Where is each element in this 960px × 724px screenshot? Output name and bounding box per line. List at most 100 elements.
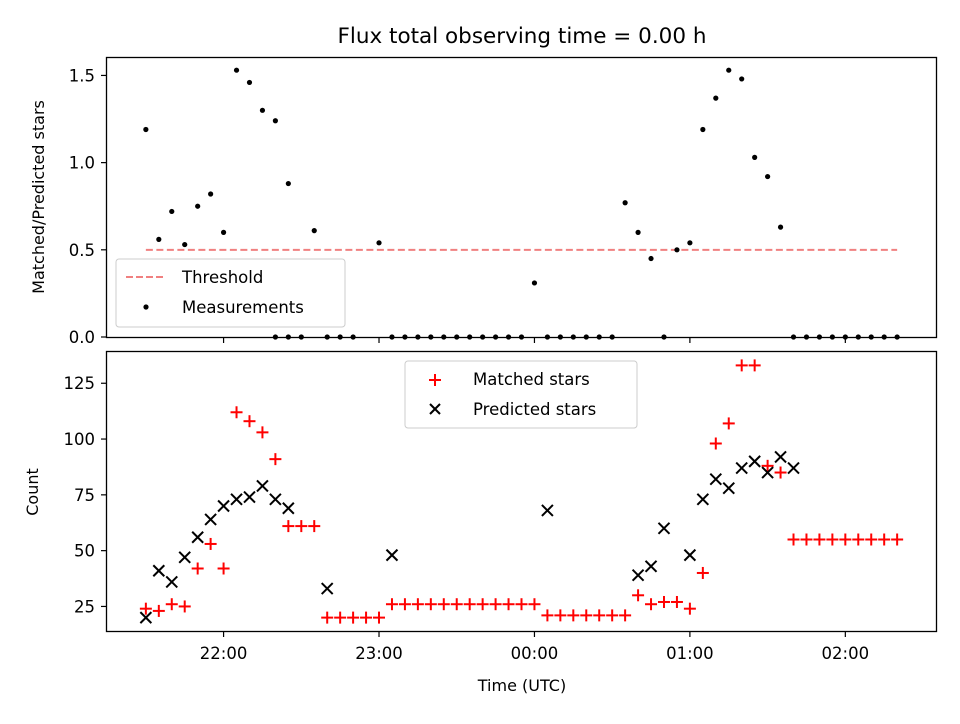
predicted-star-point xyxy=(385,548,399,562)
matched-star-point xyxy=(748,359,761,372)
legend-predicted-label: Predicted stars xyxy=(473,400,596,419)
predicted-star-point xyxy=(217,499,230,513)
x-tick-label: 02:00 xyxy=(822,644,870,663)
matched-star-point xyxy=(865,533,878,546)
legend-threshold-label: Threshold xyxy=(181,268,263,287)
predicted-star-point xyxy=(774,450,787,464)
y-tick-label: 0.5 xyxy=(69,241,95,260)
bottom-y-ticks: 25 50 75 100 125 xyxy=(64,374,107,616)
matched-star-point xyxy=(787,533,800,546)
matched-star-point xyxy=(243,415,256,428)
predicted-star-point xyxy=(165,575,178,589)
predicted-star-point xyxy=(644,560,658,573)
measurement-point xyxy=(635,229,641,235)
matched-star-point xyxy=(891,533,904,546)
y-tick-label: 1.5 xyxy=(69,66,95,85)
measurement-point xyxy=(777,224,784,230)
matched-star-point xyxy=(411,598,424,611)
matched-star-point xyxy=(619,609,632,622)
matched-star-point xyxy=(878,533,891,546)
predicted-star-point xyxy=(282,502,295,515)
bottom-legend-frame xyxy=(404,360,638,429)
x-tick-label: 22:00 xyxy=(200,644,248,663)
matched-star-point xyxy=(334,611,347,624)
measurement-point xyxy=(376,240,382,246)
measurement-point xyxy=(713,95,719,101)
matched-star-point xyxy=(282,520,295,533)
matched-star-point xyxy=(256,426,269,439)
matched-star-point xyxy=(437,598,450,611)
matched-star-point xyxy=(204,537,217,550)
x-tick-label: 23:00 xyxy=(355,644,403,663)
top-legend-frame xyxy=(115,258,346,328)
predicted-star-point xyxy=(541,504,554,517)
y-tick-label: 0.0 xyxy=(69,328,95,347)
predicted-star-point xyxy=(787,461,800,475)
top-panel: 0.0 0.5 1.0 1.5 Matched/Predicted stars Thr… xyxy=(29,56,938,347)
matched-star-point xyxy=(360,611,373,624)
measurement-point xyxy=(233,67,240,73)
matched-star-point xyxy=(800,533,813,546)
matched-star-point xyxy=(567,609,580,622)
matched-star-point xyxy=(839,533,852,546)
matched-star-point xyxy=(541,609,554,622)
y-tick-label: 1.0 xyxy=(69,154,95,173)
bottom-y-axis-label: Count xyxy=(23,468,42,516)
predicted-star-point xyxy=(683,548,697,562)
measurement-point xyxy=(143,126,149,133)
predicted-star-point xyxy=(735,461,748,475)
matched-star-point xyxy=(217,562,230,575)
matched-star-point xyxy=(735,359,748,372)
matched-star-point xyxy=(230,406,243,419)
measurement-point xyxy=(765,173,771,180)
bottom-x-ticks: 22:00 23:00 00:00 01:00 02:00 xyxy=(200,631,869,663)
matched-star-point xyxy=(813,533,826,546)
measurement-point xyxy=(285,180,291,187)
y-tick-label: 125 xyxy=(64,374,96,393)
matched-star-point xyxy=(398,598,411,611)
top-y-axis-label: Matched/Predicted stars xyxy=(29,100,48,294)
predicted-star-point xyxy=(696,493,710,506)
predicted-star-point xyxy=(631,568,645,582)
x-tick-label: 00:00 xyxy=(511,644,559,663)
matched-star-point xyxy=(476,598,489,611)
measurement-point xyxy=(156,236,162,242)
matched-star-point xyxy=(515,598,528,611)
predicted-star-point xyxy=(139,611,153,624)
matched-star-point xyxy=(645,598,658,611)
legend-measurements-swatch xyxy=(143,304,149,310)
matched-star-point xyxy=(580,609,593,622)
matched-star-point xyxy=(139,602,152,615)
bottom-plot-marks xyxy=(139,359,904,624)
measurement-point xyxy=(700,126,706,133)
matched-star-point xyxy=(178,600,191,613)
x-axis-label: Time (UTC) xyxy=(477,676,566,695)
measurement-point xyxy=(195,203,201,209)
measurement-point xyxy=(220,229,227,235)
measurement-point xyxy=(311,228,317,234)
measurement-point xyxy=(726,67,732,73)
measurement-point xyxy=(259,107,266,113)
bottom-legend: Matched stars Predicted stars xyxy=(404,360,638,429)
top-legend: Threshold Measurements xyxy=(115,258,346,328)
measurement-point xyxy=(169,208,175,215)
measurement-point xyxy=(246,79,253,86)
predicted-star-point xyxy=(256,479,269,493)
matched-star-point xyxy=(696,566,709,579)
measurement-point xyxy=(687,240,693,246)
predicted-star-point xyxy=(709,473,723,486)
measurement-point xyxy=(531,280,538,286)
legend-matched-label: Matched stars xyxy=(473,370,590,389)
measurement-point xyxy=(752,154,758,160)
predicted-star-point xyxy=(269,493,282,506)
matched-star-point xyxy=(593,609,606,622)
top-y-ticks: 0.0 0.5 1.0 1.5 xyxy=(69,66,107,347)
matched-star-point xyxy=(826,533,839,546)
matched-star-point xyxy=(385,598,398,611)
matched-star-point xyxy=(269,453,282,466)
matched-star-point xyxy=(321,611,334,624)
matched-star-point xyxy=(683,602,696,615)
predicted-star-point xyxy=(178,551,191,564)
predicted-star-point xyxy=(191,531,204,544)
